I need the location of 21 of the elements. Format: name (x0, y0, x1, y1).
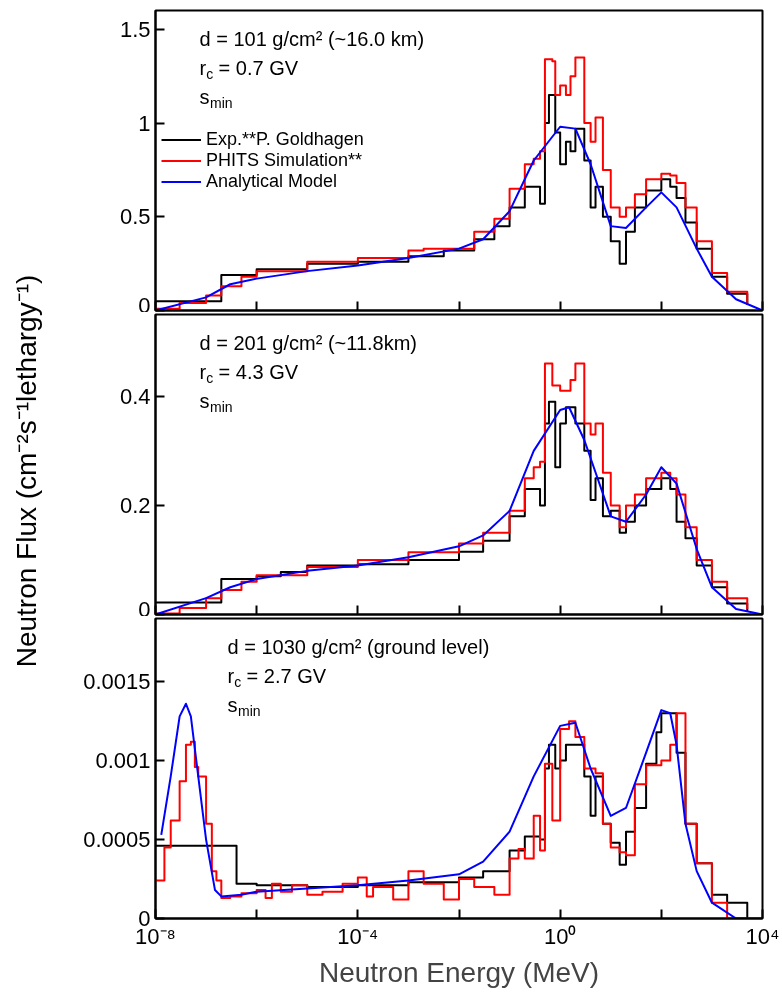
y-tick-label: 1 (138, 110, 151, 136)
annotation: d = 1030 g/cm² (ground level) (227, 635, 490, 658)
legend-label: Exp.**P. Goldhagen (206, 128, 364, 150)
x-tick-label: 10⁴ (745, 923, 780, 949)
annotation: d = 101 g/cm² (~16.0 km) (199, 27, 425, 50)
x-tick-label: 10⁰ (543, 923, 577, 949)
y-tick-label: 0.5 (119, 204, 151, 230)
x-axis-title: Neutron Energy (MeV) (318, 956, 600, 988)
y-tick-label: 1.5 (119, 16, 151, 42)
y-tick-label: 0.001 (95, 748, 151, 774)
y-tick-label: 0.0015 (83, 669, 151, 695)
y-tick-label: 0.0005 (83, 827, 151, 853)
y-tick-label: 0.2 (119, 492, 151, 518)
y-tick-label: 0 (138, 292, 151, 318)
legend-label: Analytical Model (206, 170, 338, 192)
legend-label: PHITS Simulation** (206, 149, 363, 171)
y-tick-label: 0 (138, 596, 151, 622)
x-tick-label: 10⁻⁴ (337, 923, 379, 949)
y-axis-title: Neutron Flux (cm⁻²s⁻¹lethargy⁻¹) (10, 274, 43, 668)
annotation: d = 201 g/cm² (~11.8km) (199, 331, 417, 354)
y-tick-label: 0.4 (119, 383, 151, 409)
